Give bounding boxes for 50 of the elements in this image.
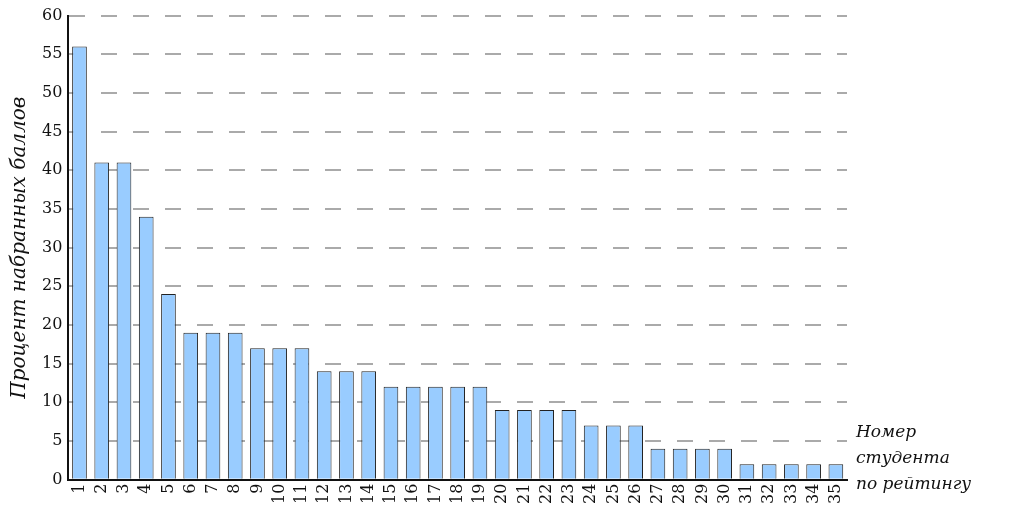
y-tick-label: 50 [42, 82, 63, 102]
x-tick-label: 9 [246, 483, 266, 494]
y-tick-label: 10 [42, 391, 63, 411]
x-tick-label: 32 [758, 483, 778, 504]
x-tick-label: 35 [825, 483, 845, 504]
y-tick-label: 60 [42, 4, 63, 24]
y-tick-label: 25 [42, 275, 63, 295]
x-tick-label: 17 [424, 483, 444, 504]
x-tick-label: 18 [446, 483, 466, 504]
y-tick-label: 0 [52, 468, 63, 488]
x-tick-label: 6 [179, 483, 199, 494]
x-tick-label: 19 [469, 483, 489, 504]
y-tick-label: 20 [42, 314, 63, 334]
x-tick-label: 15 [380, 483, 400, 504]
x-tick-label: 1 [68, 483, 88, 494]
y-tick-label: 30 [42, 236, 63, 256]
x-tick-label: 20 [491, 483, 511, 504]
x-tick-label: 33 [780, 483, 800, 504]
x-axis-title: Номер студента по рейтингу [856, 420, 973, 495]
x-tick-label: 16 [402, 483, 422, 504]
y-tick-label: 5 [52, 430, 63, 450]
x-tick-label: 13 [335, 483, 355, 504]
x-tick-label: 8 [224, 483, 244, 494]
x-tick-label: 30 [713, 483, 733, 504]
x-tick-label: 29 [691, 483, 711, 504]
x-tick-label: 4 [135, 483, 155, 494]
x-tick-label: 24 [580, 483, 600, 504]
x-tick-label: 28 [669, 483, 689, 504]
x-tick-label: 22 [535, 483, 555, 504]
x-tick-label: 7 [202, 483, 222, 494]
x-tick-label: 14 [357, 483, 377, 504]
x-tick-label: 26 [624, 483, 644, 504]
y-tick-label: 40 [42, 159, 63, 179]
x-tick-label: 25 [602, 483, 622, 504]
x-tick-label: 23 [558, 483, 578, 504]
y-tick-label: 45 [42, 120, 63, 140]
x-tick-label: 2 [90, 483, 110, 494]
x-tick-label: 21 [513, 483, 533, 504]
y-tick-label: 55 [42, 43, 63, 63]
x-tick-label: 27 [647, 483, 667, 504]
y-tick-label: 15 [42, 352, 63, 372]
x-tick-label: 34 [802, 483, 822, 504]
x-tick-label: 31 [736, 483, 756, 504]
y-axis-title: Процент набранных баллов [6, 96, 31, 400]
x-tick-label: 12 [313, 483, 333, 504]
x-tick-label: 10 [268, 483, 288, 504]
x-tick-label: 3 [113, 483, 133, 494]
y-tick-label: 35 [42, 198, 63, 218]
x-tick-label: 11 [291, 483, 311, 504]
x-tick-label: 5 [157, 483, 177, 494]
